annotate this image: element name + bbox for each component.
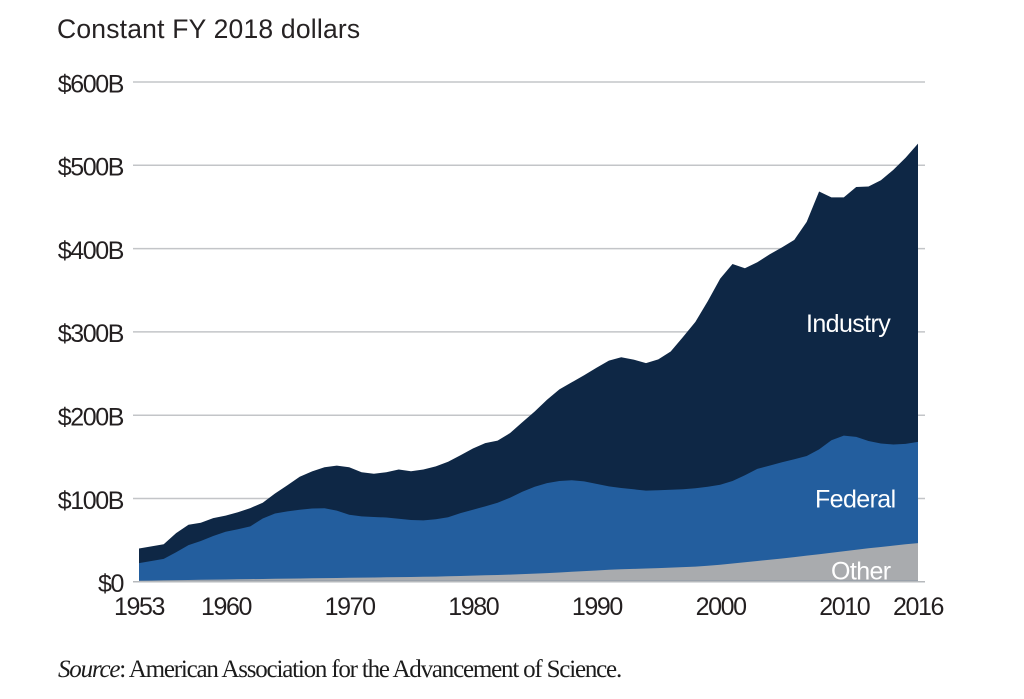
svg-text:$400B: $400B (58, 237, 124, 265)
svg-text:Industry: Industry (806, 310, 891, 338)
svg-text:$0: $0 (98, 570, 124, 598)
svg-text:1980: 1980 (448, 593, 499, 621)
svg-text:2010: 2010 (819, 593, 870, 621)
svg-text:$100B: $100B (58, 487, 124, 515)
svg-text:$600B: $600B (58, 70, 124, 98)
svg-text:2016: 2016 (893, 593, 944, 621)
svg-text:1960: 1960 (201, 593, 252, 621)
svg-text:$500B: $500B (58, 154, 124, 182)
svg-text:1953: 1953 (114, 593, 165, 621)
svg-text:Source: American Association f: Source: American Association for the Adv… (58, 656, 621, 683)
svg-text:2000: 2000 (696, 593, 747, 621)
svg-text:Federal: Federal (815, 486, 896, 514)
svg-text:1990: 1990 (572, 593, 623, 621)
svg-text:$200B: $200B (58, 404, 124, 432)
svg-text:Other: Other (831, 558, 891, 586)
svg-text:$300B: $300B (58, 320, 124, 348)
svg-text:1970: 1970 (325, 593, 376, 621)
svg-text:Constant FY 2018 dollars: Constant FY 2018 dollars (57, 14, 360, 44)
